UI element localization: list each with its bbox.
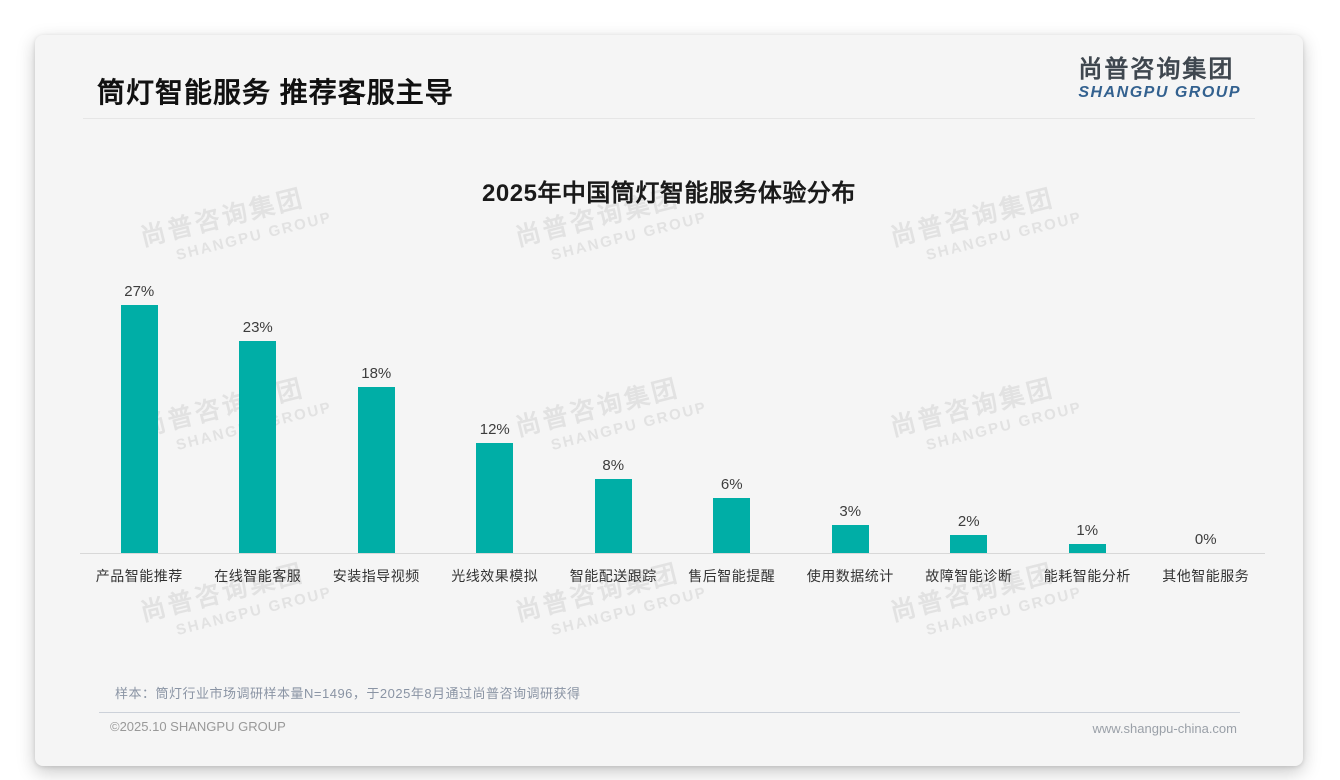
bar	[1068, 544, 1106, 553]
bar-value-label: 23%	[242, 319, 273, 336]
company-logo: 尚普咨询集团 SHANGPU GROUP	[1078, 56, 1241, 103]
page-title: 筒灯智能服务 推荐客服主导	[97, 77, 454, 108]
bar	[476, 443, 514, 553]
bar	[831, 525, 869, 553]
category-label: 光线效果模拟	[451, 568, 539, 584]
category-label: 安装指导视频	[332, 568, 420, 584]
bar-column: 1%	[1028, 225, 1147, 553]
category-label: 售后智能提醒	[688, 568, 776, 584]
bar	[594, 479, 632, 553]
category-label: 在线智能客服	[214, 568, 302, 584]
bar-value-label: 12%	[479, 421, 510, 438]
bar-column: 0%	[1147, 225, 1266, 553]
bar-value-label: 18%	[361, 365, 392, 382]
bar-column: 18%	[317, 225, 436, 553]
bar	[120, 305, 158, 553]
category-label: 能耗智能分析	[1043, 568, 1131, 584]
bar-column: 6%	[673, 225, 792, 553]
bar-value-label: 8%	[602, 457, 625, 474]
bar-value-label: 2%	[957, 513, 980, 530]
bar-value-label: 0%	[1194, 531, 1217, 548]
bars-row: 27% 23% 18% 12% 8% 6% 3% 2% 1% 0%	[80, 225, 1265, 553]
bar	[239, 341, 277, 553]
bar-value-label: 1%	[1076, 522, 1099, 539]
bar-column: 2%	[910, 225, 1029, 553]
website-text: www.shangpu-china.com	[1092, 721, 1237, 736]
bar	[357, 387, 395, 553]
category-label: 故障智能诊断	[925, 568, 1013, 584]
bar-column: 27%	[80, 225, 199, 553]
sample-note: 样本：筒灯行业市场调研样本量N=1496，于2025年8月通过尚普咨询调研获得	[115, 686, 581, 701]
chart-title: 2025年中国筒灯智能服务体验分布	[482, 180, 856, 207]
bar-value-label: 6%	[720, 476, 743, 493]
bar-column: 3%	[791, 225, 910, 553]
bar-value-label: 27%	[124, 283, 155, 300]
logo-english-text: SHANGPU GROUP	[1078, 84, 1241, 102]
category-label: 产品智能推荐	[95, 568, 183, 584]
category-labels-row: 产品智能推荐 在线智能客服 安装指导视频 光线效果模拟 智能配送跟踪 售后智能提醒 使用数据…	[80, 553, 1265, 586]
copyright-text: ©2025.10 SHANGPU GROUP	[110, 719, 286, 734]
bar-chart-plot-area: 27% 23% 18% 12% 8% 6% 3% 2% 1% 0%	[80, 225, 1265, 554]
category-label: 其他智能服务	[1162, 568, 1250, 584]
category-label: 智能配送跟踪	[569, 568, 657, 584]
footer-divider	[99, 712, 1240, 713]
bar-column: 23%	[199, 225, 318, 553]
x-axis-line	[80, 553, 1265, 554]
bar	[713, 498, 751, 553]
bar	[950, 535, 988, 553]
category-label: 使用数据统计	[806, 568, 894, 584]
bar-column: 8%	[554, 225, 673, 553]
header-divider	[83, 118, 1255, 119]
bar-value-label: 3%	[839, 503, 862, 520]
slide-card: 尚普咨询集团 SHANGPU GROUP 尚普咨询集团 SHANGPU GROUP 尚普…	[35, 35, 1303, 766]
logo-chinese-text: 尚普咨询集团	[1078, 56, 1235, 83]
bar-column: 12%	[436, 225, 555, 553]
